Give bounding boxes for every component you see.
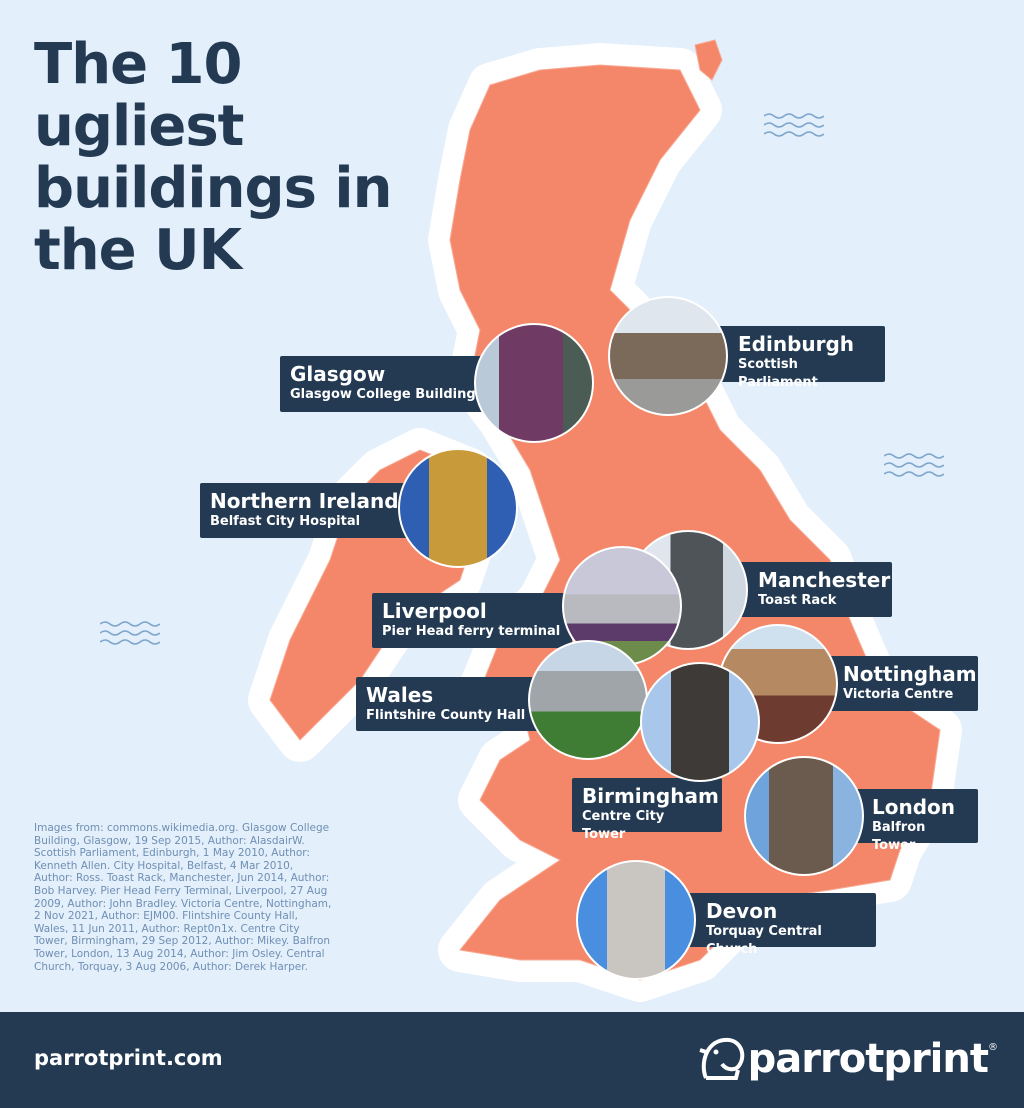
building-name: Pier Head ferry terminal <box>382 624 561 639</box>
city-name: Northern Ireland <box>210 489 399 513</box>
brand-name: parrotprint <box>747 1036 989 1082</box>
image-credits: Images from: commons.wikimedia.org. Glas… <box>34 822 332 973</box>
photo-centre-city-tower <box>640 662 760 782</box>
label-nottingham: Nottingham Victoria Centre <box>810 656 978 711</box>
building-name: Torquay Central Church <box>706 924 822 957</box>
waves-decoration <box>884 453 944 477</box>
parrot-icon <box>699 1037 744 1080</box>
photo-scottish-parliament <box>608 296 728 416</box>
city-name: Edinburgh <box>738 332 855 356</box>
photo-balfron-tower <box>744 756 864 876</box>
label-glasgow: Glasgow Glasgow College Building <box>280 356 490 412</box>
registered-mark: ® <box>988 1042 998 1053</box>
waves-decoration <box>100 621 160 645</box>
label-devon: Devon Torquay Central Church <box>680 893 876 957</box>
building-name: Toast Rack <box>758 593 837 608</box>
building-name: Victoria Centre <box>843 687 954 702</box>
city-name: Manchester <box>758 568 891 592</box>
footer: parrotprint.com parrotprint ® <box>0 1012 1024 1108</box>
city-name: Liverpool <box>382 599 487 623</box>
page-title: The 10 ugliest buildings in the UK <box>34 32 392 283</box>
building-name: Scottish Parliament <box>738 357 818 390</box>
label-wales: Wales Flintshire County Hall <box>356 677 546 731</box>
city-name: Devon <box>706 899 778 923</box>
label-liverpool: Liverpool Pier Head ferry terminal <box>372 593 572 648</box>
label-northern-ireland: Northern Ireland Belfast City Hospital <box>200 483 415 538</box>
building-name: Belfast City Hospital <box>210 514 361 529</box>
city-name: Wales <box>366 683 434 707</box>
building-name: Flintshire County Hall <box>366 708 526 723</box>
label-edinburgh: Edinburgh Scottish Parliament <box>700 326 885 390</box>
website-link[interactable]: parrotprint.com <box>34 1046 223 1070</box>
photo-flintshire-county-hall <box>528 640 648 760</box>
city-name: Birmingham <box>582 784 719 808</box>
photo-glasgow-college-building <box>474 323 594 443</box>
city-name: London <box>872 795 956 819</box>
city-name: Nottingham <box>843 662 977 686</box>
brand-logo: parrotprint ® <box>696 1034 998 1084</box>
photo-torquay-central-church <box>576 860 696 980</box>
building-name: Balfron Tower <box>872 820 926 853</box>
photo-belfast-city-hospital <box>398 448 518 568</box>
shetland <box>694 39 723 81</box>
city-name: Glasgow <box>290 362 386 386</box>
building-name: Centre City Tower <box>582 809 665 842</box>
label-manchester: Manchester Toast Rack <box>720 562 892 617</box>
building-name: Glasgow College Building <box>290 387 476 402</box>
label-birmingham: Birmingham Centre City Tower <box>572 778 722 842</box>
waves-decoration <box>764 113 824 137</box>
